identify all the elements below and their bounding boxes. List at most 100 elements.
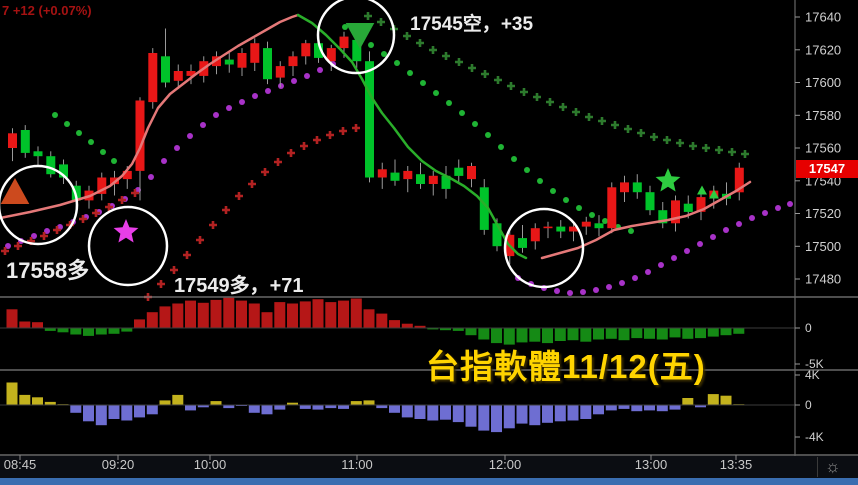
- histogram2-bar: [631, 405, 643, 412]
- histogram2-bar: [656, 405, 668, 412]
- sar-dot: [472, 121, 478, 127]
- time-axis-label: 12:00: [489, 457, 522, 472]
- candle: [530, 228, 540, 242]
- histogram1-bar: [440, 328, 451, 331]
- candle: [607, 187, 617, 229]
- histogram1-bar: [707, 328, 719, 337]
- histogram1-bar: [121, 328, 133, 332]
- sar-dot: [291, 78, 297, 84]
- candle: [556, 226, 566, 232]
- candle: [275, 66, 285, 78]
- histogram2-bar: [720, 395, 732, 405]
- sar-dot: [44, 228, 50, 234]
- sar-dot: [619, 280, 625, 286]
- sar-dot: [710, 234, 716, 240]
- histogram1-bar: [299, 301, 311, 328]
- sar-dot: [697, 241, 703, 247]
- candle: [250, 43, 260, 63]
- candle: [46, 156, 56, 175]
- candle: [352, 39, 362, 62]
- candle: [59, 164, 68, 178]
- histogram2-bar: [580, 405, 592, 419]
- sar-dot: [645, 269, 651, 275]
- histogram1-bar: [172, 303, 184, 328]
- highlight-circle: [316, 0, 396, 75]
- horizontal-scrollbar[interactable]: [0, 478, 858, 485]
- sar-dot: [498, 144, 504, 150]
- sar-dot: [213, 112, 219, 118]
- histogram1-bar: [452, 328, 464, 331]
- histogram2-bar: [44, 401, 56, 405]
- time-axis-label: 13:00: [635, 457, 668, 472]
- sar-dot: [76, 130, 82, 136]
- sar-dot: [775, 205, 781, 211]
- histogram1-bar: [465, 328, 477, 336]
- gear-icon[interactable]: ☼: [825, 457, 841, 476]
- candle: [428, 175, 438, 184]
- highlight-circle: [87, 205, 169, 287]
- histogram1-bar: [185, 300, 196, 328]
- histogram1-bar: [159, 306, 171, 328]
- histogram1-bar: [223, 297, 235, 328]
- sar-dot: [511, 156, 517, 162]
- histogram1-bar: [261, 312, 273, 328]
- histogram1-bar: [682, 328, 694, 339]
- histogram2-bar: [414, 405, 426, 419]
- histogram2-bar: [427, 405, 439, 421]
- candle: [454, 167, 464, 176]
- histogram2-bar: [491, 405, 502, 433]
- small-buy-arrow: [697, 185, 707, 195]
- sar-dot: [368, 42, 374, 48]
- candle: [658, 210, 668, 224]
- histogram2-bar: [108, 405, 120, 419]
- histogram2-bar: [6, 382, 18, 405]
- histogram1-bar: [197, 302, 209, 328]
- panel-axis-label: 4K: [805, 368, 820, 382]
- histogram1-bar: [414, 325, 426, 328]
- sar-dot: [606, 284, 612, 290]
- buy-signal-triangle: [0, 178, 30, 204]
- panel-axis-label: 0: [805, 398, 812, 412]
- candle: [518, 238, 527, 248]
- candle: [135, 100, 145, 171]
- histogram1-bar: [210, 299, 222, 328]
- histogram1-bar: [274, 302, 286, 328]
- candle: [263, 48, 272, 80]
- sar-dot: [407, 70, 413, 76]
- sell-signal-triangle: [345, 23, 375, 49]
- candle: [377, 169, 387, 178]
- sar-dot: [148, 174, 154, 180]
- histogram1-bar: [542, 328, 553, 344]
- histogram1-bar: [618, 328, 630, 341]
- candle: [569, 226, 578, 232]
- histogram2-bar: [185, 405, 196, 411]
- candle: [122, 170, 132, 180]
- sar-dot: [226, 105, 232, 111]
- histogram1-bar: [312, 299, 324, 328]
- histogram2-bar: [478, 405, 490, 431]
- sar-dot: [420, 80, 426, 86]
- histogram2-bar: [516, 405, 528, 424]
- sar-dot: [304, 73, 310, 79]
- price-axis-label: 17560: [805, 141, 841, 156]
- sar-dot: [278, 83, 284, 89]
- sar-dot: [459, 110, 465, 116]
- histogram2-bar: [197, 405, 209, 408]
- candle: [734, 167, 744, 193]
- sar-dot: [736, 221, 742, 227]
- histogram2-bar: [172, 394, 184, 405]
- histogram1-bar: [605, 328, 617, 339]
- sar-dot: [537, 178, 543, 184]
- histogram2-bar: [159, 400, 171, 405]
- histogram1-bar: [516, 328, 528, 343]
- candle: [20, 130, 30, 153]
- histogram1-bar: [108, 328, 120, 334]
- candle: [467, 166, 476, 180]
- histogram2-bar: [605, 405, 617, 411]
- histogram1-bar: [146, 312, 158, 328]
- histogram2-bar: [261, 405, 273, 415]
- candle: [620, 182, 629, 193]
- histogram1-bar: [44, 328, 56, 331]
